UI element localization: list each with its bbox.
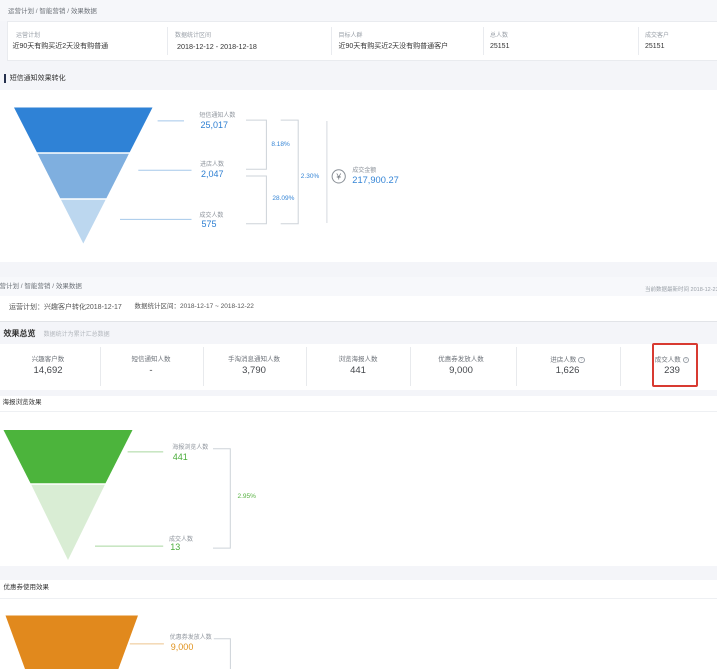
svg-text:¥: ¥: [335, 171, 341, 181]
